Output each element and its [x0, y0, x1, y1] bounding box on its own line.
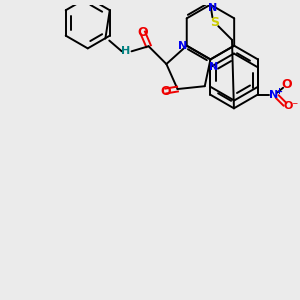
Text: N: N	[209, 62, 218, 72]
Text: O⁻: O⁻	[283, 101, 298, 111]
Text: H: H	[121, 46, 130, 56]
Text: S: S	[210, 16, 219, 29]
Text: N: N	[269, 90, 278, 100]
Text: +: +	[275, 87, 282, 96]
Text: N: N	[178, 41, 188, 51]
Text: O: O	[137, 26, 148, 39]
Text: O: O	[282, 78, 292, 91]
Text: O: O	[160, 85, 171, 98]
Text: N: N	[208, 3, 217, 13]
